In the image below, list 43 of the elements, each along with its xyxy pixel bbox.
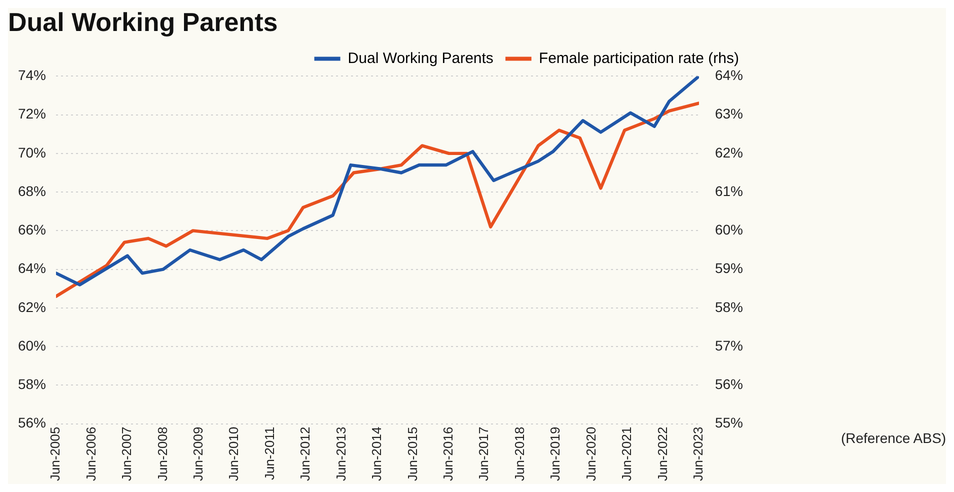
y-tick-label: 56% [18,414,46,431]
x-tick-label: Jun-2023 [690,426,706,482]
y-tick-label: 68% [18,182,46,199]
x-tick-label: Jun-2014 [369,426,384,482]
x-tick-label: Jun-2009 [190,426,206,482]
y-tick-label: 58% [18,376,46,392]
x-tick-label: Jun-2018 [512,426,527,482]
legend-label: Dual Working Parents [348,50,494,67]
y2-tick-label: 61% [714,182,744,199]
x-tick-label: Jun-2021 [619,426,634,482]
x-tick-label: Jun-2016 [440,426,456,482]
x-tick-label: Jun-2019 [548,426,563,482]
y2-tick-label: 62% [714,144,744,160]
y-tick-label: 74% [18,67,46,84]
x-tick-label: Jun-2006 [83,426,98,482]
y-tick-label: 64% [18,260,46,276]
x-tick-label: Jun-2020 [583,426,598,482]
x-tick-label: Jun-2010 [226,426,242,482]
y2-tick-label: 57% [714,337,744,354]
x-tick-label: Jun-2012 [298,426,313,482]
y2-tick-label: 64% [714,67,744,84]
x-tick-label: Jun-2007 [119,426,134,482]
text: (Reference ABS) [840,430,946,446]
x-tick-label: Jun-2013 [333,426,348,482]
x-tick-label: Jun-2017 [476,426,492,482]
y2-tick-label: 60% [714,222,744,238]
x-tick-label: Jun-2022 [654,426,670,482]
x-tick-label: Jun-2005 [48,426,63,482]
y-tick-label: 70% [18,144,46,160]
chart-title: Dual Working Parents [8,6,278,37]
y2-tick-label: 58% [714,298,744,315]
y2-tick-label: 59% [714,260,744,276]
y2-tick-label: 56% [714,376,744,392]
y-tick-label: 60% [18,337,46,354]
y2-tick-label: 55% [714,414,744,431]
y-tick-label: 72% [18,106,46,122]
x-tick-label: Jun-2011 [262,426,277,480]
y-tick-label: 66% [18,222,46,238]
x-tick-label: Jun-2015 [404,426,420,482]
legend-label: Female participation rate (rhs) [538,50,740,67]
y-tick-label: 62% [18,298,46,315]
y2-tick-label: 63% [714,106,744,122]
x-tick-label: Jun-2008 [154,426,170,482]
